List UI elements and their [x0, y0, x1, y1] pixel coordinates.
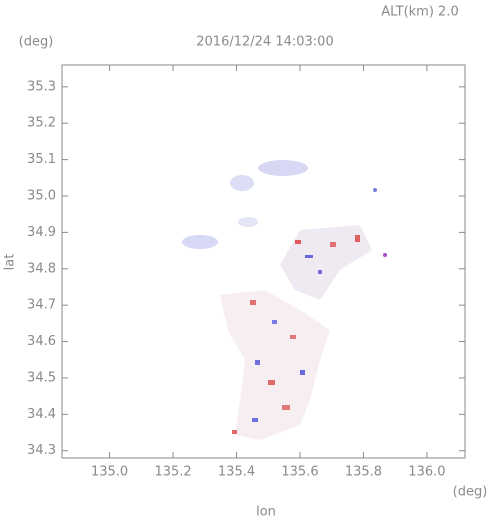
x-tick-label: 136.0 — [408, 465, 445, 480]
y-tick-label: 35.0 — [27, 189, 56, 204]
y-tick-label: 35.2 — [27, 116, 56, 131]
x-unit: (deg) — [453, 485, 488, 500]
altitude-label: ALT(km) 2.0 — [381, 5, 458, 20]
y-axis-label: lat — [3, 254, 18, 271]
y-tick-label: 35.3 — [27, 79, 56, 94]
x-tick-label: 135.2 — [154, 465, 191, 480]
y-tick-label: 34.5 — [27, 370, 56, 385]
y-tick-label: 34.3 — [27, 443, 56, 458]
y-tick-label: 34.6 — [27, 334, 56, 349]
y-tick-label: 34.8 — [27, 261, 56, 276]
x-axis-label: lon — [256, 505, 276, 520]
y-unit: (deg) — [19, 35, 54, 50]
plot-frame — [61, 64, 466, 459]
chart-title: 2016/12/24 14:03:00 — [196, 35, 333, 50]
y-tick-label: 35.1 — [27, 152, 56, 167]
x-tick-label: 135.6 — [281, 465, 318, 480]
y-tick-label: 34.4 — [27, 407, 56, 422]
y-tick-label: 34.7 — [27, 298, 56, 313]
x-tick-label: 135.0 — [91, 465, 128, 480]
x-tick-label: 135.4 — [218, 465, 255, 480]
echo-field — [182, 160, 387, 440]
y-tick-label: 34.9 — [27, 225, 56, 240]
x-tick-label: 135.8 — [345, 465, 382, 480]
